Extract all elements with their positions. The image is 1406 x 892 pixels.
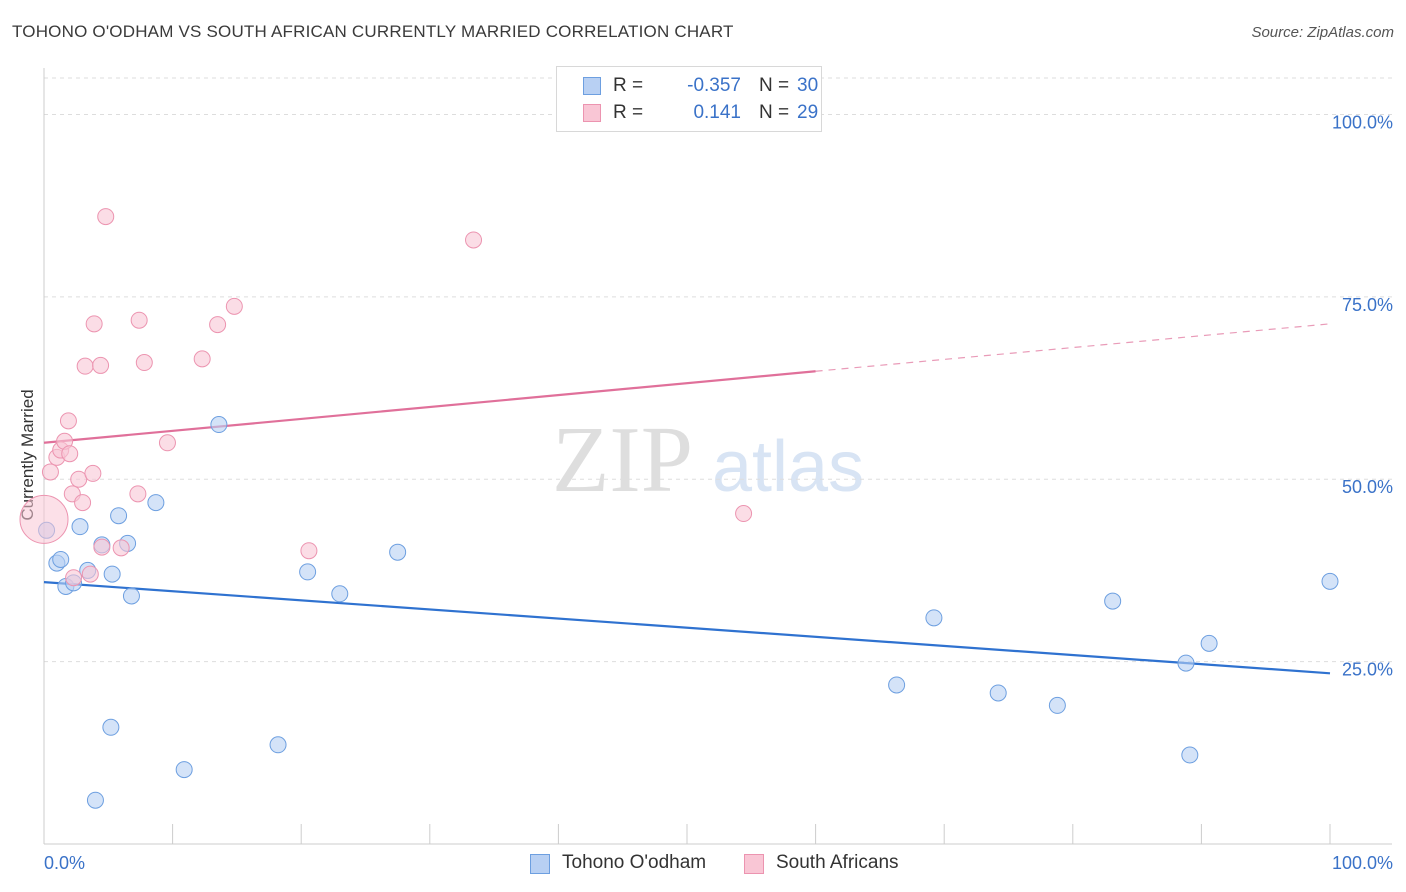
data-point xyxy=(1321,572,1339,590)
data-point xyxy=(41,463,59,481)
data-point xyxy=(112,539,130,557)
watermark-zip: ZIP xyxy=(552,408,693,512)
r-key: R = xyxy=(613,75,644,96)
trend-line xyxy=(43,581,1331,675)
n-key: N = xyxy=(759,75,790,96)
data-point xyxy=(175,761,193,779)
data-point xyxy=(71,518,89,536)
x-tick-label-end: 100.0% xyxy=(1332,853,1393,873)
data-point xyxy=(209,316,227,334)
data-point xyxy=(465,231,483,249)
data-point xyxy=(103,565,121,583)
legend-label: South Africans xyxy=(776,852,899,873)
data-point xyxy=(888,676,906,694)
legend-label: Tohono O'odham xyxy=(562,852,707,873)
data-point xyxy=(269,736,287,754)
watermark-atlas: atlas xyxy=(712,427,864,507)
data-point xyxy=(52,550,70,568)
y-tick-label: 100.0% xyxy=(1332,112,1393,132)
trend-line xyxy=(43,370,816,444)
data-point xyxy=(225,297,243,315)
pink-swatch xyxy=(583,104,601,122)
blue-swatch xyxy=(530,854,550,874)
data-point xyxy=(70,470,88,488)
data-point xyxy=(299,563,317,581)
data-point xyxy=(81,565,99,583)
data-points xyxy=(19,208,1339,809)
data-point xyxy=(19,494,69,544)
r-key: R = xyxy=(613,102,644,123)
data-point xyxy=(1104,592,1122,610)
n-key: N = xyxy=(759,102,790,123)
data-point xyxy=(92,356,110,374)
grid-lines xyxy=(44,77,1392,663)
pink-swatch xyxy=(744,854,764,874)
data-point xyxy=(331,585,349,603)
r-value: -0.357 xyxy=(687,75,741,96)
data-point xyxy=(85,315,103,333)
data-point xyxy=(97,208,115,226)
data-point xyxy=(74,494,92,512)
data-point xyxy=(86,791,104,809)
data-point xyxy=(122,587,140,605)
data-point xyxy=(59,412,77,430)
data-point xyxy=(76,357,94,375)
n-value: 30 xyxy=(797,75,819,96)
chart-title: TOHONO O'ODHAM VS SOUTH AFRICAN CURRENTL… xyxy=(12,22,734,41)
n-value: 29 xyxy=(797,102,819,123)
data-point xyxy=(925,609,943,627)
correlation-legend: R = -0.357 N = 30 R = 0.141 N = 29 xyxy=(556,66,822,132)
data-point xyxy=(1181,746,1199,764)
data-point xyxy=(300,542,318,560)
r-value: 0.141 xyxy=(693,102,741,123)
trend-lines xyxy=(43,323,1331,675)
axes xyxy=(43,68,1392,845)
data-point xyxy=(735,505,753,523)
data-point xyxy=(193,350,211,368)
data-point xyxy=(1200,634,1218,652)
data-point xyxy=(65,569,83,587)
data-point xyxy=(989,684,1007,702)
data-point xyxy=(102,718,120,736)
x-tick-label-start: 0.0% xyxy=(44,853,85,873)
trend-line-extension xyxy=(815,323,1331,372)
source-credit: Source: ZipAtlas.com xyxy=(1251,24,1394,41)
data-point xyxy=(158,434,176,452)
data-point xyxy=(84,464,102,482)
data-point xyxy=(129,485,147,503)
data-point xyxy=(389,543,407,561)
data-point xyxy=(110,507,128,525)
data-point xyxy=(1048,696,1066,714)
data-point xyxy=(61,445,79,463)
tick-labels: 25.0% 50.0% 75.0% 100.0% 0.0% 100.0% xyxy=(44,112,1393,873)
data-point xyxy=(135,354,153,372)
series-legend: Tohono O'odham South Africans xyxy=(0,852,1406,878)
data-point xyxy=(210,416,228,434)
data-point xyxy=(93,538,111,556)
data-point xyxy=(147,494,165,512)
blue-swatch xyxy=(583,77,601,95)
data-point xyxy=(1177,654,1195,672)
y-tick-label: 75.0% xyxy=(1342,295,1393,315)
y-tick-label: 50.0% xyxy=(1342,477,1393,497)
data-point xyxy=(130,311,148,329)
y-tick-label: 25.0% xyxy=(1342,660,1393,680)
